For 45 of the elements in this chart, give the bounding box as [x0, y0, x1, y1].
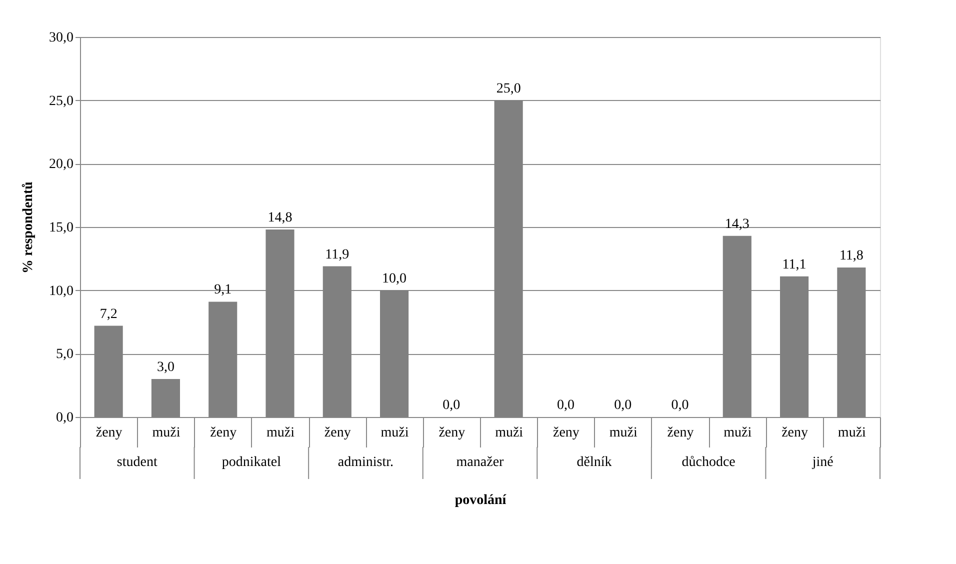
- data-label: 0,0: [556, 398, 574, 413]
- data-label: 3,0: [156, 360, 174, 375]
- data-label: 11,1: [782, 257, 806, 272]
- data-label: 11,9: [325, 247, 350, 262]
- x-tick-label: ženy: [438, 426, 466, 440]
- data-label: 14,8: [268, 210, 292, 226]
- text: dělník: [576, 455, 612, 470]
- text: administr.: [338, 455, 394, 470]
- x-tick-label: muži: [495, 426, 524, 440]
- y-tick-label: 5,0: [56, 347, 74, 362]
- x-tick-label: muži: [152, 426, 180, 440]
- text: podnikatel: [222, 455, 282, 470]
- y-tick-label: 10,0: [49, 284, 74, 299]
- x-tick-label: muži: [724, 426, 752, 440]
- x-tick-label: muži: [380, 426, 409, 440]
- x-tick-label: muži: [609, 426, 638, 440]
- text: student: [116, 455, 158, 470]
- y-tick-label: 15,0: [49, 220, 74, 236]
- data-label: 0,0: [671, 398, 689, 413]
- data-label: 11,8: [839, 248, 864, 264]
- data-label: 0,0: [442, 398, 460, 413]
- data-label: 10,0: [382, 271, 407, 286]
- data-label: 25,0: [496, 81, 521, 96]
- data-label: 14,3: [724, 216, 750, 232]
- x-tick-label: ženy: [782, 426, 808, 440]
- text: důchodce: [682, 455, 736, 470]
- y-axis-title: % respondentů: [21, 181, 36, 274]
- x-tick-label: ženy: [324, 426, 351, 440]
- x-axis-title: povolání: [454, 493, 508, 508]
- x-tick-label: ženy: [552, 426, 580, 440]
- x-tick-label: ženy: [210, 426, 237, 440]
- text: manažer: [456, 455, 504, 470]
- y-tick-label: 25,0: [49, 94, 74, 109]
- x-tick-label: ženy: [96, 426, 122, 440]
- bar: [151, 379, 180, 417]
- y-tick-label: 20,0: [49, 157, 74, 172]
- text: jiné: [811, 455, 834, 470]
- data-label: 9,1: [214, 282, 232, 298]
- data-label: 0,0: [614, 398, 632, 413]
- y-tick-label: 30,0: [49, 30, 74, 46]
- x-tick-label: muži: [266, 426, 295, 440]
- data-label: 7,2: [100, 306, 118, 322]
- x-tick-label: ženy: [667, 426, 694, 440]
- y-tick-label: 0,0: [56, 410, 74, 426]
- x-tick-label: muži: [838, 426, 866, 440]
